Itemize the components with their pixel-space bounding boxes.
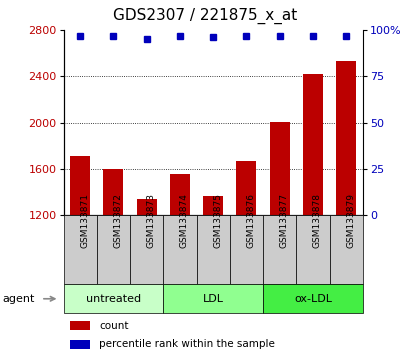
Bar — [97, 215, 130, 284]
Bar — [335, 61, 355, 215]
Bar — [203, 195, 222, 215]
Text: GSM133877: GSM133877 — [279, 193, 288, 248]
Text: LDL: LDL — [202, 294, 223, 304]
Bar — [103, 169, 123, 215]
Text: GSM133873: GSM133873 — [146, 193, 155, 248]
Bar — [63, 284, 163, 313]
Bar — [130, 215, 163, 284]
Bar — [136, 199, 156, 215]
Text: agent: agent — [2, 294, 34, 304]
Text: ox-LDL: ox-LDL — [293, 294, 331, 304]
Bar — [296, 215, 329, 284]
Text: GDS2307 / 221875_x_at: GDS2307 / 221875_x_at — [112, 7, 297, 24]
Bar — [269, 121, 289, 215]
Bar — [263, 284, 362, 313]
Bar — [70, 321, 90, 330]
Bar — [196, 215, 229, 284]
Bar — [229, 215, 263, 284]
Text: GSM133874: GSM133874 — [180, 193, 189, 248]
Bar — [263, 215, 296, 284]
Text: GSM133878: GSM133878 — [312, 193, 321, 248]
Text: percentile rank within the sample: percentile rank within the sample — [99, 339, 275, 349]
Bar — [163, 215, 196, 284]
Bar — [70, 156, 90, 215]
Bar — [63, 215, 97, 284]
Bar — [170, 173, 189, 215]
Bar — [329, 215, 362, 284]
Bar — [236, 161, 256, 215]
Text: GSM133872: GSM133872 — [113, 193, 122, 248]
Text: GSM133876: GSM133876 — [246, 193, 255, 248]
Text: GSM133871: GSM133871 — [80, 193, 89, 248]
Text: GSM133875: GSM133875 — [213, 193, 222, 248]
Text: GSM133879: GSM133879 — [345, 193, 354, 248]
Bar — [70, 340, 90, 349]
Text: count: count — [99, 320, 129, 331]
Bar — [163, 284, 263, 313]
Bar — [302, 74, 322, 215]
Text: untreated: untreated — [85, 294, 141, 304]
